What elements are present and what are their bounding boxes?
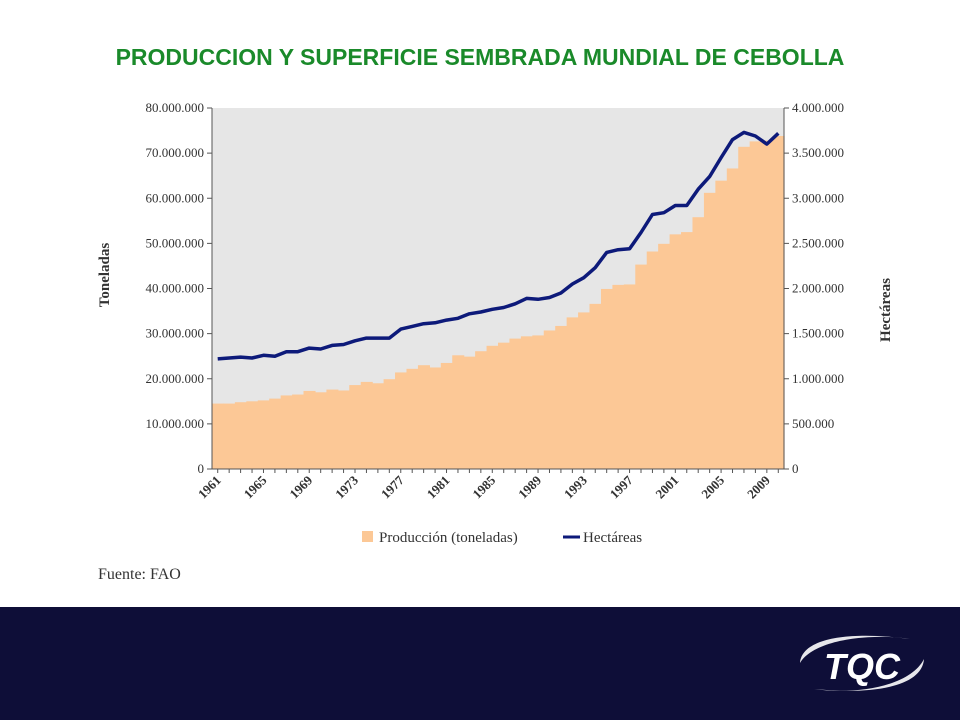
- bar-1996: [612, 284, 625, 469]
- bar-2008: [749, 141, 762, 469]
- bar-1973: [349, 385, 362, 469]
- bar-2005: [715, 180, 728, 469]
- bar-1963: [234, 402, 247, 469]
- legend-label-production: Producción (toneladas): [379, 530, 518, 546]
- y2-tick-label: 1.500.000: [792, 326, 844, 341]
- bar-1968: [292, 394, 305, 469]
- x-tick-label: 1977: [378, 472, 407, 501]
- y-tick-label: 80.000.000: [146, 100, 205, 115]
- production-bars: [212, 135, 785, 470]
- bar-1989: [532, 335, 545, 469]
- bar-1987: [509, 338, 522, 469]
- bar-2003: [692, 217, 705, 469]
- x-tick-label: 2005: [698, 472, 727, 501]
- bar-1991: [555, 325, 568, 469]
- x-tick-label: 2001: [652, 473, 681, 502]
- bar-1979: [417, 365, 430, 469]
- bar-2002: [681, 232, 694, 469]
- bar-1977: [395, 372, 408, 469]
- bar-1961: [212, 403, 225, 469]
- bar-1982: [452, 355, 465, 469]
- y2-tick-label: 4.000.000: [792, 100, 844, 115]
- footer-band: TQC: [0, 607, 960, 720]
- bar-1971: [326, 389, 339, 469]
- bar-2010: [772, 135, 785, 470]
- bar-1985: [486, 345, 499, 469]
- bar-1990: [543, 330, 556, 469]
- x-ticks: 1961 1965 1969 1973 1977 1981 1985 1989 1993 1997…: [195, 469, 779, 502]
- bar-2001: [669, 234, 682, 469]
- bar-1967: [280, 395, 293, 469]
- bar-1976: [383, 379, 396, 469]
- legend-label-hectares: Hectáreas: [583, 530, 642, 546]
- x-tick-label: 2009: [744, 472, 773, 501]
- y-tick-label: 30.000.000: [146, 326, 205, 341]
- bar-2004: [703, 192, 716, 469]
- bar-1980: [429, 367, 442, 469]
- y2-tick-label: 0: [792, 461, 799, 476]
- bar-1972: [337, 390, 350, 469]
- x-tick-label: 1973: [332, 472, 361, 501]
- source-note: Fuente: FAO: [98, 566, 181, 583]
- bar-2000: [658, 243, 671, 469]
- y2-tick-label: 3.500.000: [792, 145, 844, 160]
- legend: Producción (toneladas) Hectáreas: [362, 530, 642, 546]
- bar-1992: [566, 317, 579, 469]
- logo-text: TQC: [824, 646, 901, 687]
- y-ticks: 0 10.000.000 20.000.000 30.000.000 40.000.00…: [146, 100, 212, 476]
- x-tick-label: 1993: [561, 472, 590, 501]
- x-tick-label: 1985: [469, 472, 498, 501]
- x-tick-label: 1989: [515, 472, 544, 501]
- y2-tick-label: 1.000.000: [792, 371, 844, 386]
- legend-swatch-production: [362, 531, 373, 542]
- tqc-logo: TQC: [800, 635, 924, 691]
- y2-tick-label: 500.000: [792, 416, 834, 431]
- bar-1981: [440, 362, 453, 469]
- y-tick-label: 20.000.000: [146, 371, 205, 386]
- bar-2009: [761, 140, 774, 470]
- y-tick-label: 70.000.000: [146, 145, 205, 160]
- bar-1966: [269, 398, 282, 469]
- hectares-line: [217, 130, 780, 361]
- y-tick-label: 10.000.000: [146, 416, 205, 431]
- bar-1998: [635, 264, 648, 469]
- bar-1964: [246, 401, 259, 469]
- bar-1965: [257, 400, 270, 469]
- y2-tick-label: 2.000.000: [792, 281, 844, 296]
- bar-1974: [360, 381, 373, 469]
- bar-1962: [223, 403, 236, 469]
- bar-1986: [498, 342, 511, 469]
- y2-axis-title: Hectáreas: [878, 278, 894, 342]
- y2-ticks: 0 500.000 1.000.000 1.500.000 2.000.000 2.500…: [784, 100, 844, 476]
- chart-title: PRODUCCION Y SUPERFICIE SEMBRADA MUNDIAL…: [115, 44, 845, 70]
- y-axis-title: Toneladas: [97, 243, 113, 308]
- y-tick-label: 60.000.000: [146, 190, 205, 205]
- bar-2007: [738, 146, 751, 469]
- x-tick-label: 1969: [286, 472, 315, 501]
- bar-1969: [303, 390, 316, 469]
- bar-1984: [475, 351, 488, 469]
- bar-1975: [372, 383, 385, 469]
- x-tick-label: 1961: [195, 473, 224, 502]
- bar-1999: [646, 251, 659, 469]
- bar-1997: [623, 284, 636, 469]
- bar-1993: [578, 312, 591, 469]
- x-tick-label: 1997: [607, 472, 636, 501]
- y-tick-label: 50.000.000: [146, 235, 205, 250]
- y-tick-label: 40.000.000: [146, 281, 205, 296]
- bar-1988: [520, 336, 533, 469]
- bar-1970: [314, 392, 327, 469]
- bar-1995: [600, 288, 613, 469]
- bar-1983: [463, 356, 476, 469]
- bar-2006: [726, 168, 739, 469]
- x-tick-label: 1981: [424, 473, 453, 502]
- x-tick-label: 1965: [241, 472, 270, 501]
- y2-tick-label: 3.000.000: [792, 190, 844, 205]
- y2-tick-label: 2.500.000: [792, 235, 844, 250]
- chart: 0 10.000.000 20.000.000 30.000.000 40.000.00…: [97, 100, 894, 546]
- bar-1994: [589, 303, 602, 469]
- y-tick-label: 0: [198, 461, 205, 476]
- bar-1978: [406, 368, 419, 469]
